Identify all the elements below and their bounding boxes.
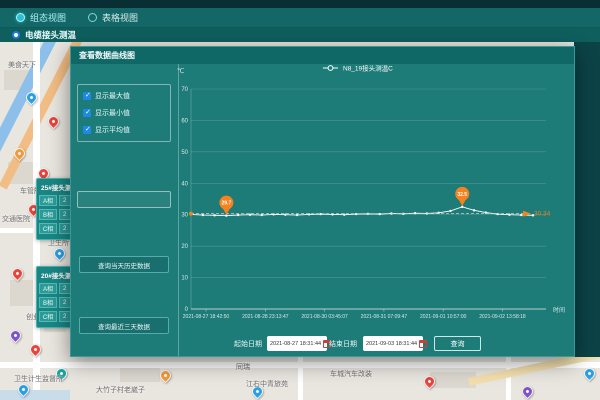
query-button[interactable]: 查询 bbox=[434, 336, 481, 351]
map-road bbox=[298, 356, 303, 400]
svg-text:时间: 时间 bbox=[553, 306, 565, 314]
svg-text:29.7: 29.7 bbox=[222, 201, 232, 207]
radio-selected-icon bbox=[16, 13, 25, 22]
svg-text:30.34: 30.34 bbox=[534, 211, 551, 218]
checkbox-show-min[interactable]: 显示最小值 bbox=[83, 108, 165, 118]
phase-label: C相 bbox=[39, 311, 57, 322]
curve-dialog: 查看数据曲线图 显示最大值 显示最小值 显示平均值 查询当天历史数据 查询最近 bbox=[70, 46, 575, 357]
svg-text:40: 40 bbox=[181, 181, 188, 187]
checkbox-icon bbox=[83, 91, 91, 100]
map-poi-label: 卫生所 bbox=[48, 240, 69, 247]
svg-text:N8_19接头测温C: N8_19接头测温C bbox=[343, 64, 393, 73]
right-side-panel bbox=[574, 42, 600, 357]
subnav-radio-icon[interactable] bbox=[12, 31, 20, 39]
phase-label: A相 bbox=[39, 283, 57, 294]
map-poi-label: 大竹子村老崴子 bbox=[96, 387, 145, 394]
checkbox-show-avg[interactable]: 显示平均值 bbox=[83, 125, 165, 135]
start-date-value: 2021-08-27 18:31:44 bbox=[270, 340, 322, 347]
map-poi-label: 江右中青旅苑 bbox=[246, 381, 288, 388]
end-date-label: 结束日期 bbox=[329, 341, 357, 348]
map-poi-label: 车城汽车改装 bbox=[330, 371, 372, 378]
map-poi-label: 卫生计生监督所 bbox=[14, 376, 63, 383]
svg-text:℃: ℃ bbox=[177, 67, 184, 75]
map-poi-pin[interactable] bbox=[27, 341, 44, 358]
map-poi-pin[interactable] bbox=[581, 365, 598, 382]
checkbox-icon bbox=[83, 125, 91, 134]
subnav-label: 电缆接头测温 bbox=[25, 30, 77, 40]
temperature-line-chart[interactable]: 0 10 20 30 40 50 60 70 2021-08-27 18:42:50 2021-0… bbox=[175, 61, 575, 341]
map-poi-pin[interactable] bbox=[9, 265, 26, 282]
svg-text:60: 60 bbox=[181, 118, 188, 124]
checkbox-label: 显示平均值 bbox=[95, 127, 130, 134]
svg-text:2021-08-30 03:45:07: 2021-08-30 03:45:07 bbox=[301, 314, 348, 320]
query-today-button[interactable]: 查询当天历史数据 bbox=[79, 256, 169, 273]
svg-text:2021-09-01 10:57:00: 2021-09-01 10:57:00 bbox=[420, 314, 467, 320]
view-switch-bar: 组态视图 表格视图 bbox=[0, 8, 600, 28]
svg-text:30: 30 bbox=[181, 213, 188, 219]
map-water bbox=[0, 390, 70, 400]
map-building bbox=[10, 280, 34, 306]
dialog-left-panel: 显示最大值 显示最小值 显示平均值 查询当天历史数据 查询最近三天数据 bbox=[71, 64, 179, 356]
phase-label: B相 bbox=[39, 297, 57, 308]
map-road bbox=[0, 228, 70, 233]
filter-checkbox-group: 显示最大值 显示最小值 显示平均值 bbox=[77, 84, 171, 142]
svg-text:2021-08-28 23:13:47: 2021-08-28 23:13:47 bbox=[242, 314, 289, 320]
svg-text:0: 0 bbox=[185, 307, 189, 313]
map-poi-pin[interactable] bbox=[45, 113, 62, 130]
chart-area[interactable]: 0 10 20 30 40 50 60 70 2021-08-27 18:42:50 2021-0… bbox=[175, 61, 575, 341]
subnav-bar: 电缆接头测温 bbox=[0, 28, 600, 42]
window-titlebar bbox=[0, 0, 600, 8]
calendar-icon[interactable] bbox=[323, 339, 332, 348]
checkbox-show-max[interactable]: 显示最大值 bbox=[83, 91, 165, 101]
svg-text:70: 70 bbox=[181, 87, 188, 93]
dialog-title: 查看数据曲线图 bbox=[79, 51, 135, 60]
radio-table-label: 表格视图 bbox=[102, 13, 139, 23]
map-poi-pin[interactable] bbox=[519, 383, 536, 400]
map-building bbox=[430, 372, 476, 388]
svg-text:2021-08-31 07:09:47: 2021-08-31 07:09:47 bbox=[361, 314, 408, 320]
map-poi-label: 车管所 bbox=[20, 188, 41, 195]
map-poi-label: 交通医院 bbox=[2, 216, 30, 223]
map-building bbox=[120, 364, 160, 382]
map-road bbox=[506, 356, 511, 400]
svg-text:20: 20 bbox=[181, 244, 188, 250]
checkbox-icon bbox=[83, 108, 91, 117]
svg-text:50: 50 bbox=[181, 150, 188, 156]
map-poi-pin[interactable] bbox=[7, 327, 24, 344]
radio-scada-view[interactable]: 组态视图 bbox=[16, 11, 66, 24]
map-poi-label: 美食天下 bbox=[8, 62, 36, 69]
panel-text-input[interactable] bbox=[77, 191, 171, 208]
checkbox-label: 显示最大值 bbox=[95, 93, 130, 100]
sensor-panel-title: 20#接头测温 bbox=[41, 273, 78, 280]
phase-label: C相 bbox=[39, 223, 57, 234]
start-date-input[interactable]: 2021-08-27 18:31:44 bbox=[267, 336, 332, 351]
svg-text:10: 10 bbox=[181, 276, 188, 282]
map-poi-pin[interactable] bbox=[157, 367, 174, 384]
end-date-input[interactable]: 2021-09-03 18:31:44 bbox=[363, 336, 428, 351]
calendar-icon[interactable] bbox=[419, 339, 428, 348]
svg-text:2021-08-27 18:42:50: 2021-08-27 18:42:50 bbox=[183, 314, 230, 320]
query-recent-button[interactable]: 查询最近三天数据 bbox=[79, 317, 169, 334]
phase-label: A相 bbox=[39, 195, 57, 206]
radio-table-view[interactable]: 表格视图 bbox=[88, 11, 138, 24]
radio-unselected-icon bbox=[88, 13, 98, 22]
sensor-panel-title: 25#接头测温 bbox=[41, 185, 78, 192]
phase-label: B相 bbox=[39, 209, 57, 220]
radio-scada-label: 组态视图 bbox=[30, 13, 67, 23]
map-poi-pin[interactable] bbox=[51, 245, 68, 262]
svg-text:2021-09-02 13:58:18: 2021-09-02 13:58:18 bbox=[479, 314, 526, 320]
start-date-label: 起始日期 bbox=[234, 341, 262, 348]
checkbox-label: 显示最小值 bbox=[95, 110, 130, 117]
map-poi-label: 同瑞 bbox=[236, 364, 250, 371]
dialog-header[interactable]: 查看数据曲线图 bbox=[71, 47, 574, 64]
svg-text:32.5: 32.5 bbox=[457, 192, 467, 198]
end-date-value: 2021-09-03 18:31:44 bbox=[366, 340, 418, 347]
